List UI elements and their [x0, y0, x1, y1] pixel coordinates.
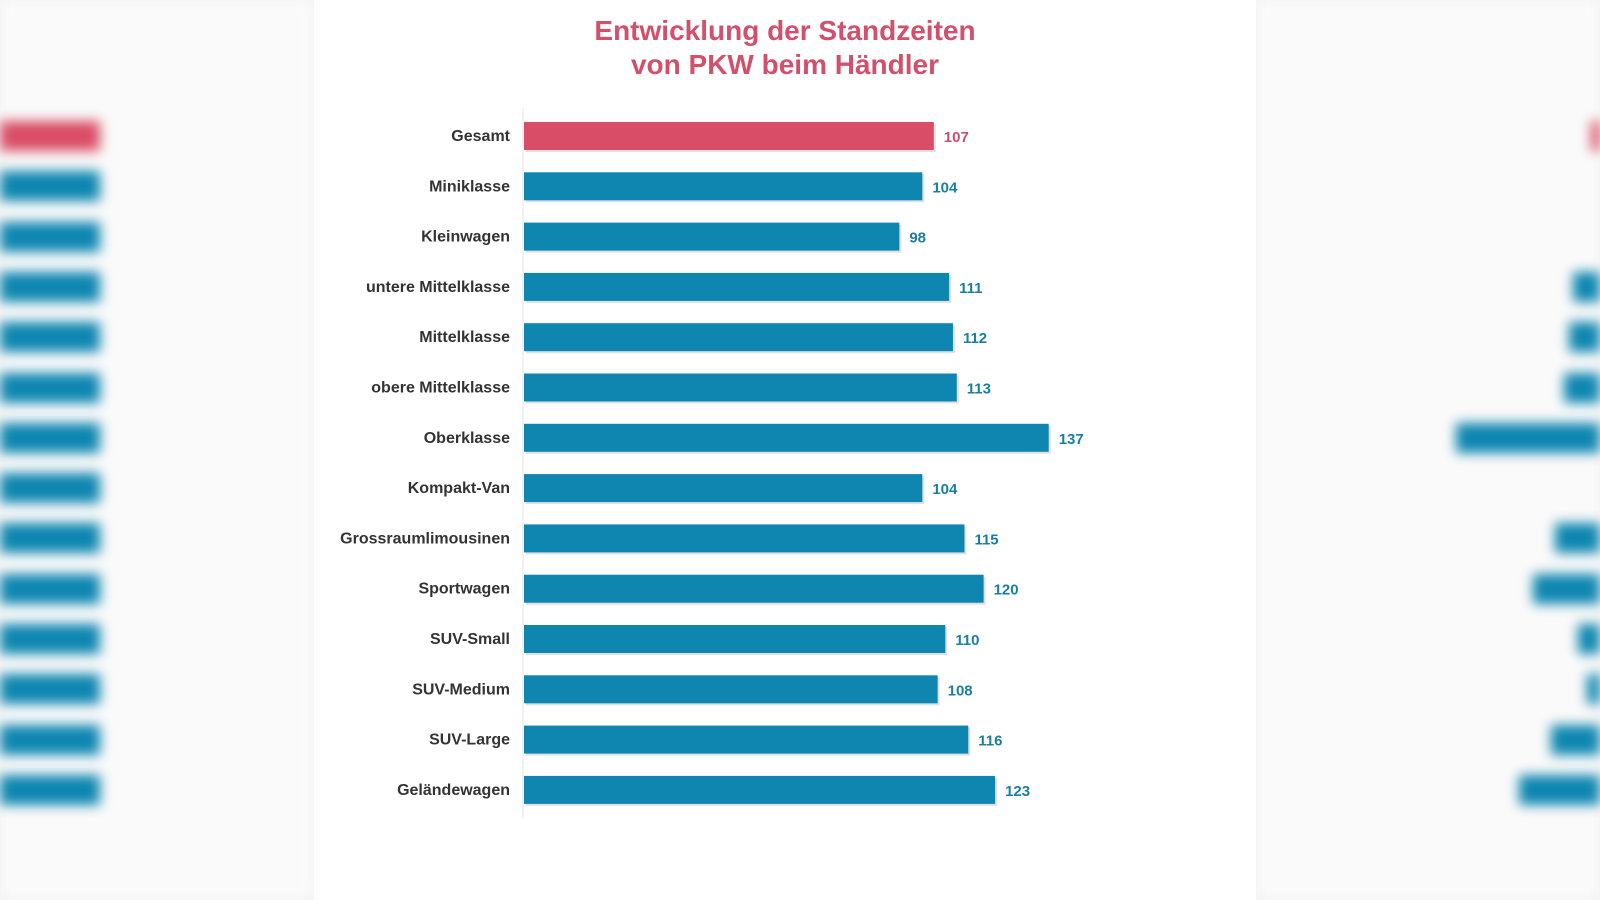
ghost-bar [0, 221, 100, 252]
data-label: 137 [1059, 431, 1084, 448]
data-label: 115 [974, 531, 998, 548]
chart-title: Entwicklung der Standzeiten von PKW beim… [314, 14, 1256, 82]
ghost-bar [0, 171, 100, 202]
data-label: 111 [959, 280, 982, 297]
data-label: 108 [948, 682, 973, 699]
category-label: Grossraumlimousinen [340, 530, 510, 547]
data-label: 107 [944, 129, 969, 146]
ghost-bar [1456, 422, 1600, 453]
ghost-bar [1550, 724, 1600, 755]
ghost-bar [1564, 372, 1600, 403]
bar-suv-large [524, 725, 969, 754]
category-label: Kleinwagen [421, 229, 510, 246]
data-label: 104 [932, 179, 958, 196]
ghost-bar [0, 624, 100, 654]
ghost-bar [0, 473, 100, 504]
ghost-bar [0, 422, 100, 453]
category-label: Geländewagen [397, 782, 510, 799]
category-label: SUV-Small [430, 631, 510, 648]
bar-chart: Gesamt 107 Miniklasse 104 Kleinwagen 98 untere… [340, 108, 1084, 818]
title-line-1: Entwicklung der Standzeiten [594, 15, 976, 46]
data-label: 123 [1005, 783, 1030, 800]
ghost-bar [0, 674, 100, 705]
ghost-bar [1519, 774, 1600, 805]
ghost-bar [0, 271, 100, 302]
category-label: Mittelklasse [419, 329, 510, 346]
ghost-bar [0, 372, 100, 403]
bar-oberklasse [524, 423, 1049, 452]
category-label: Kompakt-Van [408, 480, 510, 497]
ghost-bar [0, 724, 100, 755]
category-label: Miniklasse [429, 178, 510, 195]
data-label: 120 [994, 582, 1019, 599]
blurred-background-left [0, 0, 314, 900]
ghost-bar [0, 573, 100, 604]
bar-gel-ndewagen [524, 775, 996, 804]
title-line-2: von PKW beim Händler [630, 49, 940, 80]
bar-obere-mittelklasse [524, 373, 957, 402]
bar-kompakt-van [524, 474, 923, 503]
category-label: Oberklasse [424, 430, 510, 447]
ghost-bar [1573, 271, 1600, 302]
data-label: 98 [909, 230, 926, 247]
bar-grossraumlimousinen [524, 524, 965, 553]
ghost-bar [1532, 573, 1600, 604]
bar-untere-mittelklasse [524, 272, 950, 301]
ghost-bar [1586, 674, 1600, 705]
ghost-bar [0, 121, 100, 151]
data-label: 104 [932, 481, 958, 498]
ghost-bar [0, 774, 100, 805]
data-label: 113 [967, 381, 991, 398]
bar-sportwagen [524, 574, 984, 603]
ghost-bar [0, 523, 100, 554]
category-label: SUV-Medium [412, 681, 510, 698]
ghost-bar [1577, 624, 1600, 654]
category-label: untere Mittelklasse [366, 279, 510, 296]
category-label: Gesamt [451, 128, 510, 145]
ghost-bar [1568, 322, 1600, 353]
bar-miniklasse [524, 172, 923, 201]
ghost-bar [1591, 121, 1600, 151]
bar-mittelklasse [524, 323, 953, 352]
data-label: 112 [963, 330, 987, 347]
bar-suv-medium [524, 675, 938, 704]
category-label: SUV-Large [429, 732, 510, 749]
ghost-bar [0, 322, 100, 353]
bar-kleinwagen [524, 222, 900, 251]
ghost-bar [1555, 523, 1600, 554]
bar-gesamt [524, 122, 934, 150]
bar-suv-small [524, 625, 946, 653]
data-label: 110 [955, 632, 979, 649]
chart-panel: Entwicklung der Standzeiten von PKW beim… [314, 0, 1256, 900]
data-label: 116 [978, 733, 1002, 750]
blurred-background-right [1256, 0, 1600, 900]
category-label: Sportwagen [418, 581, 510, 598]
category-label: obere Mittelklasse [371, 380, 510, 397]
